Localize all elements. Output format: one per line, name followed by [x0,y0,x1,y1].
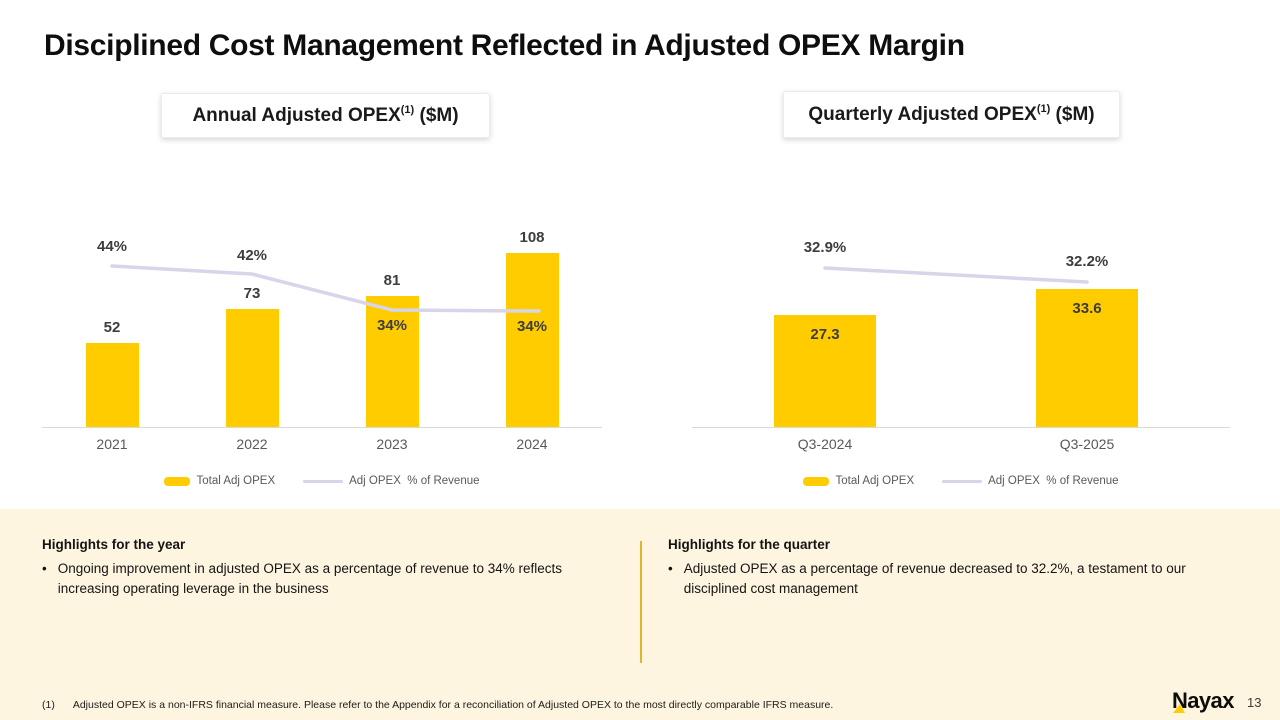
highlights-year-section: Highlights for the year • Ongoing improv… [42,537,602,600]
bar-2022 [225,309,279,427]
revenue-pct-line [823,266,1089,284]
annual-chart-header-unit: ($M) [414,104,459,126]
line-swatch-icon [942,479,983,483]
line-swatch-icon [303,479,344,483]
pct-label-Q3-2024: 32.9% [803,239,847,256]
bar-swatch-icon [803,476,830,486]
pct-label-2022: 42% [236,247,268,264]
bar-Q3-2025 [1036,289,1138,427]
x-label-2024: 2024 [516,436,548,452]
bar-value-2021: 52 [103,319,121,336]
highlights-quarter-section: Highlights for the quarter • Adjusted OP… [668,537,1228,600]
pct-label-Q3-2025: 32.2% [1065,253,1109,270]
legend-item-adj-opex-pct: Adj OPEX % of Revenue [942,475,1119,487]
bar-Q3-2024 [774,315,876,427]
x-label-Q3-2024: Q3-2024 [797,436,853,452]
quarterly-chart-header-footnote-ref: (1) [1036,102,1051,115]
footnote-marker: (1) [42,699,55,711]
nayax-logo-text: Nayax [1172,688,1234,713]
annual-chart-header-text: Annual Adjusted OPEX [192,104,401,126]
legend-label: Adj OPEX % of Revenue [349,475,480,487]
slide-title: Disciplined Cost Management Reflected in… [44,29,965,62]
legend-item-total-adj-opex: Total Adj OPEX [164,475,275,487]
legend-label: Adj OPEX % of Revenue [988,475,1119,487]
bar-value-Q3-2025: 33.6 [1072,300,1102,317]
x-label-2023: 2023 [376,436,408,452]
quarterly-chart-header-text: Quarterly Adjusted OPEX [808,103,1037,125]
highlights-quarter-heading: Highlights for the quarter [668,537,830,552]
x-label-Q3-2025: Q3-2025 [1059,436,1115,452]
quarterly-chart-header: Quarterly Adjusted OPEX (1) ($M) [783,91,1120,138]
legend-item-total-adj-opex: Total Adj OPEX [803,475,914,487]
annual-chart-header: Annual Adjusted OPEX (1) ($M) [161,93,490,138]
pct-label-2024: 34% [516,318,548,335]
bar-swatch-icon [164,476,191,486]
highlights-year-heading: Highlights for the year [42,537,186,552]
annual-opex-chart: 2021 2022 2023 2024 52 44% 73 42% 81 34% 108 34% [42,225,602,455]
bar-2024 [505,253,559,427]
bar-value-Q3-2024: 27.3 [810,326,840,343]
x-label-2021: 2021 [96,436,128,452]
bar-2021 [85,343,139,427]
bar-value-2022: 73 [243,285,261,302]
bar-value-2023: 81 [383,272,401,289]
footnote: (1) Adjusted OPEX is a non-IFRS financia… [42,699,833,711]
legend-label: Total Adj OPEX [835,475,915,487]
annual-chart-header-footnote-ref: (1) [400,103,415,116]
pct-label-2023: 34% [376,317,408,334]
bar-2023 [365,296,419,427]
nayax-logo: Nayax [1172,688,1238,716]
highlights-quarter-text: Adjusted OPEX as a percentage of revenue… [683,561,1186,597]
annual-chart-x-axis [42,427,602,428]
quarterly-opex-chart: Q3-2024 Q3-2025 27.3 32.9% 33.6 32.2% [692,225,1230,455]
quarterly-chart-x-axis [692,427,1230,428]
nayax-logo-mark-icon [1173,704,1185,713]
highlights-year-text: Ongoing improvement in adjusted OPEX as … [57,561,563,597]
highlights-year-bullet: • Ongoing improvement in adjusted OPEX a… [42,559,570,600]
pct-label-2021: 44% [96,238,128,255]
highlights-quarter-bullet: • Adjusted OPEX as a percentage of reven… [668,559,1196,600]
bar-value-2024: 108 [519,229,545,246]
x-label-2022: 2022 [236,436,268,452]
quarterly-chart-legend: Total Adj OPEX Adj OPEX % of Revenue [692,475,1230,487]
legend-item-adj-opex-pct: Adj OPEX % of Revenue [303,475,480,487]
page-number: 13 [1247,695,1262,710]
bullet-icon: • [668,561,673,576]
footnote-text: Adjusted OPEX is a non-IFRS financial me… [72,699,834,711]
quarterly-chart-header-unit: ($M) [1050,103,1095,125]
bullet-icon: • [42,561,47,576]
legend-label: Total Adj OPEX [196,475,276,487]
highlights-divider [640,541,642,663]
annual-chart-legend: Total Adj OPEX Adj OPEX % of Revenue [42,475,602,487]
